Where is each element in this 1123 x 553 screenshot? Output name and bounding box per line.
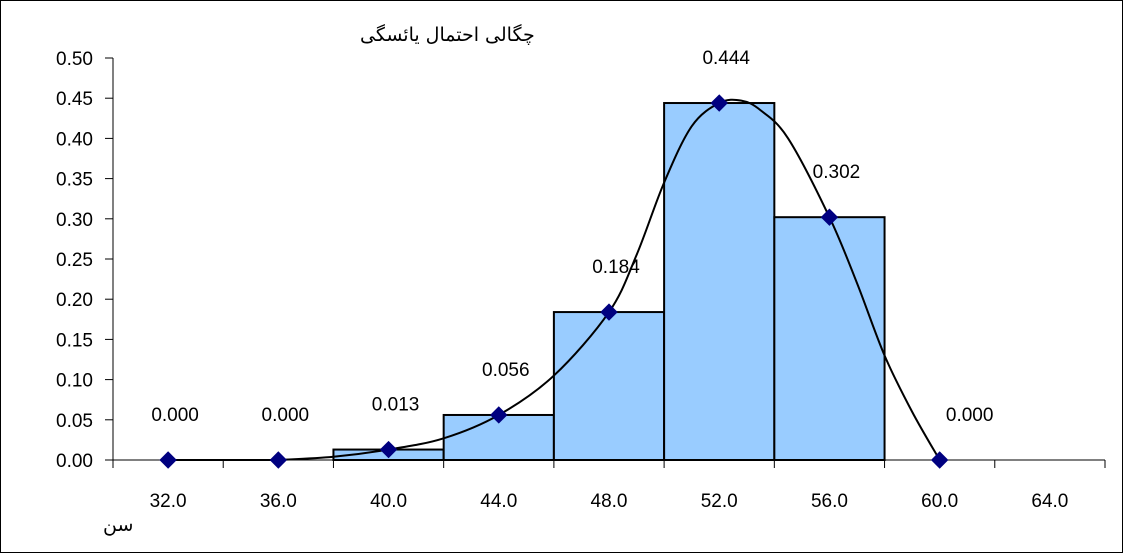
marker-3 <box>490 406 508 424</box>
y-tick-label-5: 0.25 <box>56 250 93 271</box>
y-tick-label-3: 0.15 <box>56 330 93 351</box>
data-label-0: 0.000 <box>151 405 199 426</box>
data-label-4: 0.184 <box>592 257 640 278</box>
x-tick-label-2: 40.0 <box>370 491 407 512</box>
density-curve <box>168 98 941 461</box>
x-axis-title: سن <box>103 514 133 536</box>
data-label-2: 0.013 <box>372 395 420 416</box>
y-tick-label-10: 0.50 <box>56 49 93 70</box>
x-tick-label-0: 32.0 <box>150 491 187 512</box>
x-tick-label-6: 56.0 <box>811 491 848 512</box>
y-tick-label-4: 0.20 <box>56 290 93 311</box>
data-label-6: 0.302 <box>813 162 861 183</box>
marker-0 <box>159 451 177 469</box>
x-tick-label-3: 44.0 <box>480 491 517 512</box>
y-tick-label-1: 0.05 <box>56 411 93 432</box>
data-label-5: 0.444 <box>702 48 750 69</box>
marker-6 <box>820 208 839 226</box>
bar-3 <box>663 102 776 462</box>
axes: 0.00 0.05 0.10 0.15 0.20 0.25 0.30 0.35 0.40 0.45… <box>56 49 1106 512</box>
y-tick-label-0: 0.00 <box>56 451 93 472</box>
data-labels: 0.000 0.000 0.013 0.056 0.184 0.444 0.302 0.000 <box>151 48 993 426</box>
x-tick-label-4: 48.0 <box>591 491 628 512</box>
marker-7 <box>930 451 949 469</box>
data-label-3: 0.056 <box>482 360 530 381</box>
x-tick-label-1: 36.0 <box>260 491 297 512</box>
x-tick-label-8: 64.0 <box>1031 491 1068 512</box>
y-tick-label-2: 0.10 <box>56 371 93 392</box>
y-tick-label-6: 0.30 <box>56 210 93 231</box>
y-tick-label-7: 0.35 <box>56 170 93 191</box>
x-tick-label-7: 60.0 <box>921 491 958 512</box>
data-label-1: 0.000 <box>262 405 310 426</box>
data-label-7: 0.000 <box>946 405 994 426</box>
bar-4 <box>773 216 886 461</box>
bar-2 <box>552 311 666 461</box>
marker-1 <box>269 451 288 469</box>
histogram-bars <box>332 102 886 462</box>
data-markers <box>159 94 949 469</box>
marker-4 <box>600 303 618 321</box>
y-tick-label-9: 0.45 <box>56 89 93 110</box>
y-tick-label-8: 0.40 <box>56 129 93 150</box>
y-axis-title: چگالی احتمال یائسگی <box>360 23 535 46</box>
x-tick-label-5: 52.0 <box>701 491 738 512</box>
marker-2 <box>379 440 398 459</box>
marker-5 <box>710 94 728 112</box>
